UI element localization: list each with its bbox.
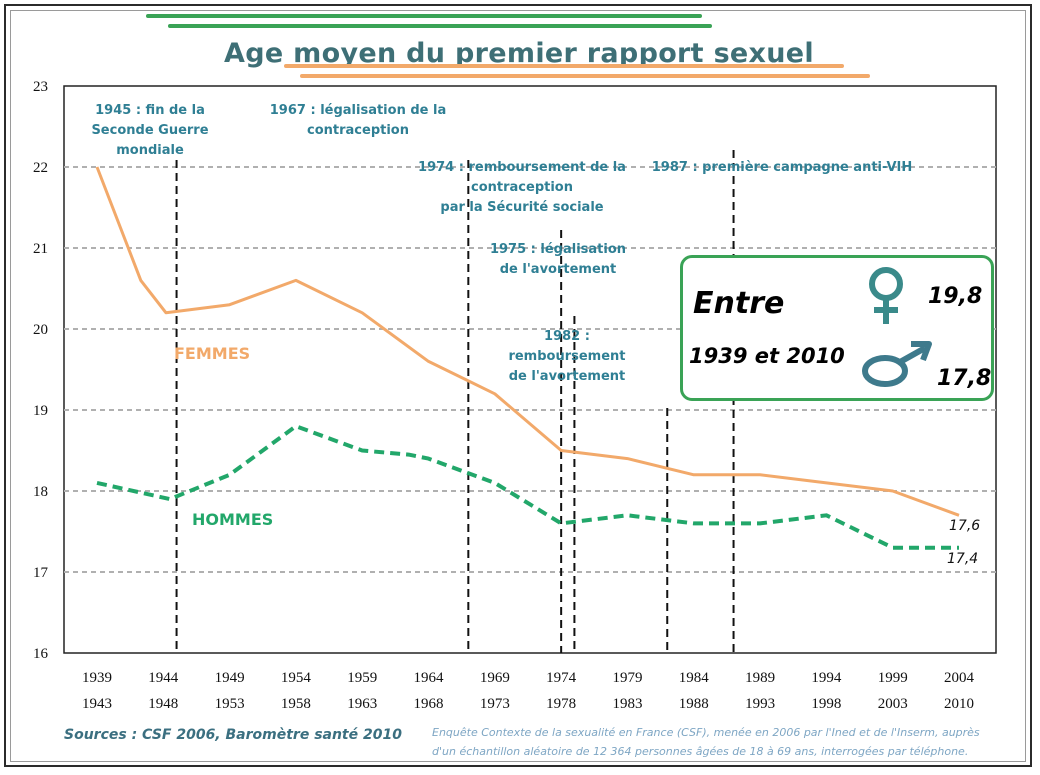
survey-note-line-1: Enquête Contexte de la sexualité en Fran… [432,726,980,739]
sources-text: Sources : CSF 2006, Baromètre santé 2010 [64,727,402,743]
y-tick-label: 23 [33,79,48,95]
x-tick-label: 1959 [347,670,377,686]
y-tick-label: 16 [33,646,49,662]
x-tick-label: 1964 [414,670,445,686]
series-label-hommes: HOMMES [192,510,274,529]
event-lines [175,150,735,653]
summary-period: 1939 et 2010 [689,344,845,368]
x-tick-label: 2004 [944,670,975,686]
x-tick-label: 2010 [944,696,974,712]
x-tick-label: 1954 [281,670,312,686]
end-label-femmes: 17,6 [949,518,981,534]
x-tick-label: 1944 [148,670,179,686]
x-tick-label: 1963 [347,696,377,712]
x-tick-label: 1969 [480,670,510,686]
summary-entre: Entre [693,286,785,321]
x-tick-label: 1988 [679,696,709,712]
survey-note: Enquête Contexte de la sexualité en Fran… [432,723,992,761]
plot-area [63,85,997,654]
y-tick-label: 19 [33,403,48,419]
series-line-femmes [95,166,960,517]
x-tick-label: 1978 [546,696,576,712]
male-symbol-icon [861,338,935,397]
x-tick-label: 1979 [612,670,642,686]
x-tick-label: 1953 [215,696,245,712]
y-tick-label: 17 [33,565,49,581]
x-tick-label: 1968 [414,696,444,712]
title-underline-green-1 [146,14,702,18]
series-line-hommes [96,424,959,550]
summary-box: Entre 1939 et 2010 19,8 17,8 [680,255,994,401]
y-tick-label: 22 [33,160,48,176]
y-tick-label: 18 [33,484,48,500]
x-tick-label: 1958 [281,696,311,712]
annotation-1945: 1945 : fin de la Seconde Guerre mondiale [91,103,209,158]
annotation-1967: 1967 : légalisation de la contraception [269,103,447,138]
x-tick-label: 1943 [82,696,112,712]
x-tick-labels: 1939 1943 1944 1948 1949 1953 1954 1958 1959 1963… [82,670,975,712]
summary-female-value: 19,8 [928,284,983,309]
x-tick-label: 1948 [148,696,178,712]
x-tick-label: 1999 [878,670,908,686]
y-tick-labels: 16 17 18 19 20 21 22 23 [33,79,49,662]
title-underline-orange-1 [284,64,844,68]
x-tick-label: 2003 [878,696,908,712]
series-lines [95,166,960,550]
survey-note-line-2: d'un échantillon aléatoire de 12 364 per… [432,745,969,758]
grid-lines [63,85,997,654]
annotation-1975: 1975 : légalisation de l'avortement [489,242,627,277]
end-label-hommes: 17,4 [947,551,979,567]
y-tick-label: 21 [33,241,48,257]
x-tick-label: 1998 [811,696,841,712]
outer-frame [4,4,1032,767]
inner-frame: Age moyen du premier rapport sexuel [10,10,1026,762]
title-underline-green-2 [168,24,712,28]
annotation-1987: 1987 : première campagne anti-VIH [651,160,913,175]
x-tick-label: 1984 [679,670,710,686]
chart-title: Age moyen du premier rapport sexuel [224,38,814,69]
x-tick-label: 1983 [612,696,642,712]
x-tick-label: 1949 [215,670,245,686]
x-tick-label: 1974 [546,670,577,686]
title-underline-orange-2 [300,74,870,78]
x-tick-label: 1994 [811,670,842,686]
x-tick-label: 1993 [745,696,775,712]
annotation-1982: 1982 : remboursement de l'avortement [508,329,626,384]
female-symbol-icon [863,264,913,333]
x-tick-label: 1939 [82,670,112,686]
series-label-femmes: FEMMES [174,344,251,363]
summary-male-value: 17,8 [937,366,992,391]
x-tick-label: 1989 [745,670,775,686]
x-tick-label: 1973 [480,696,510,712]
annotation-1974: 1974 : remboursement de la contraception… [418,160,626,215]
y-tick-label: 20 [33,322,48,338]
